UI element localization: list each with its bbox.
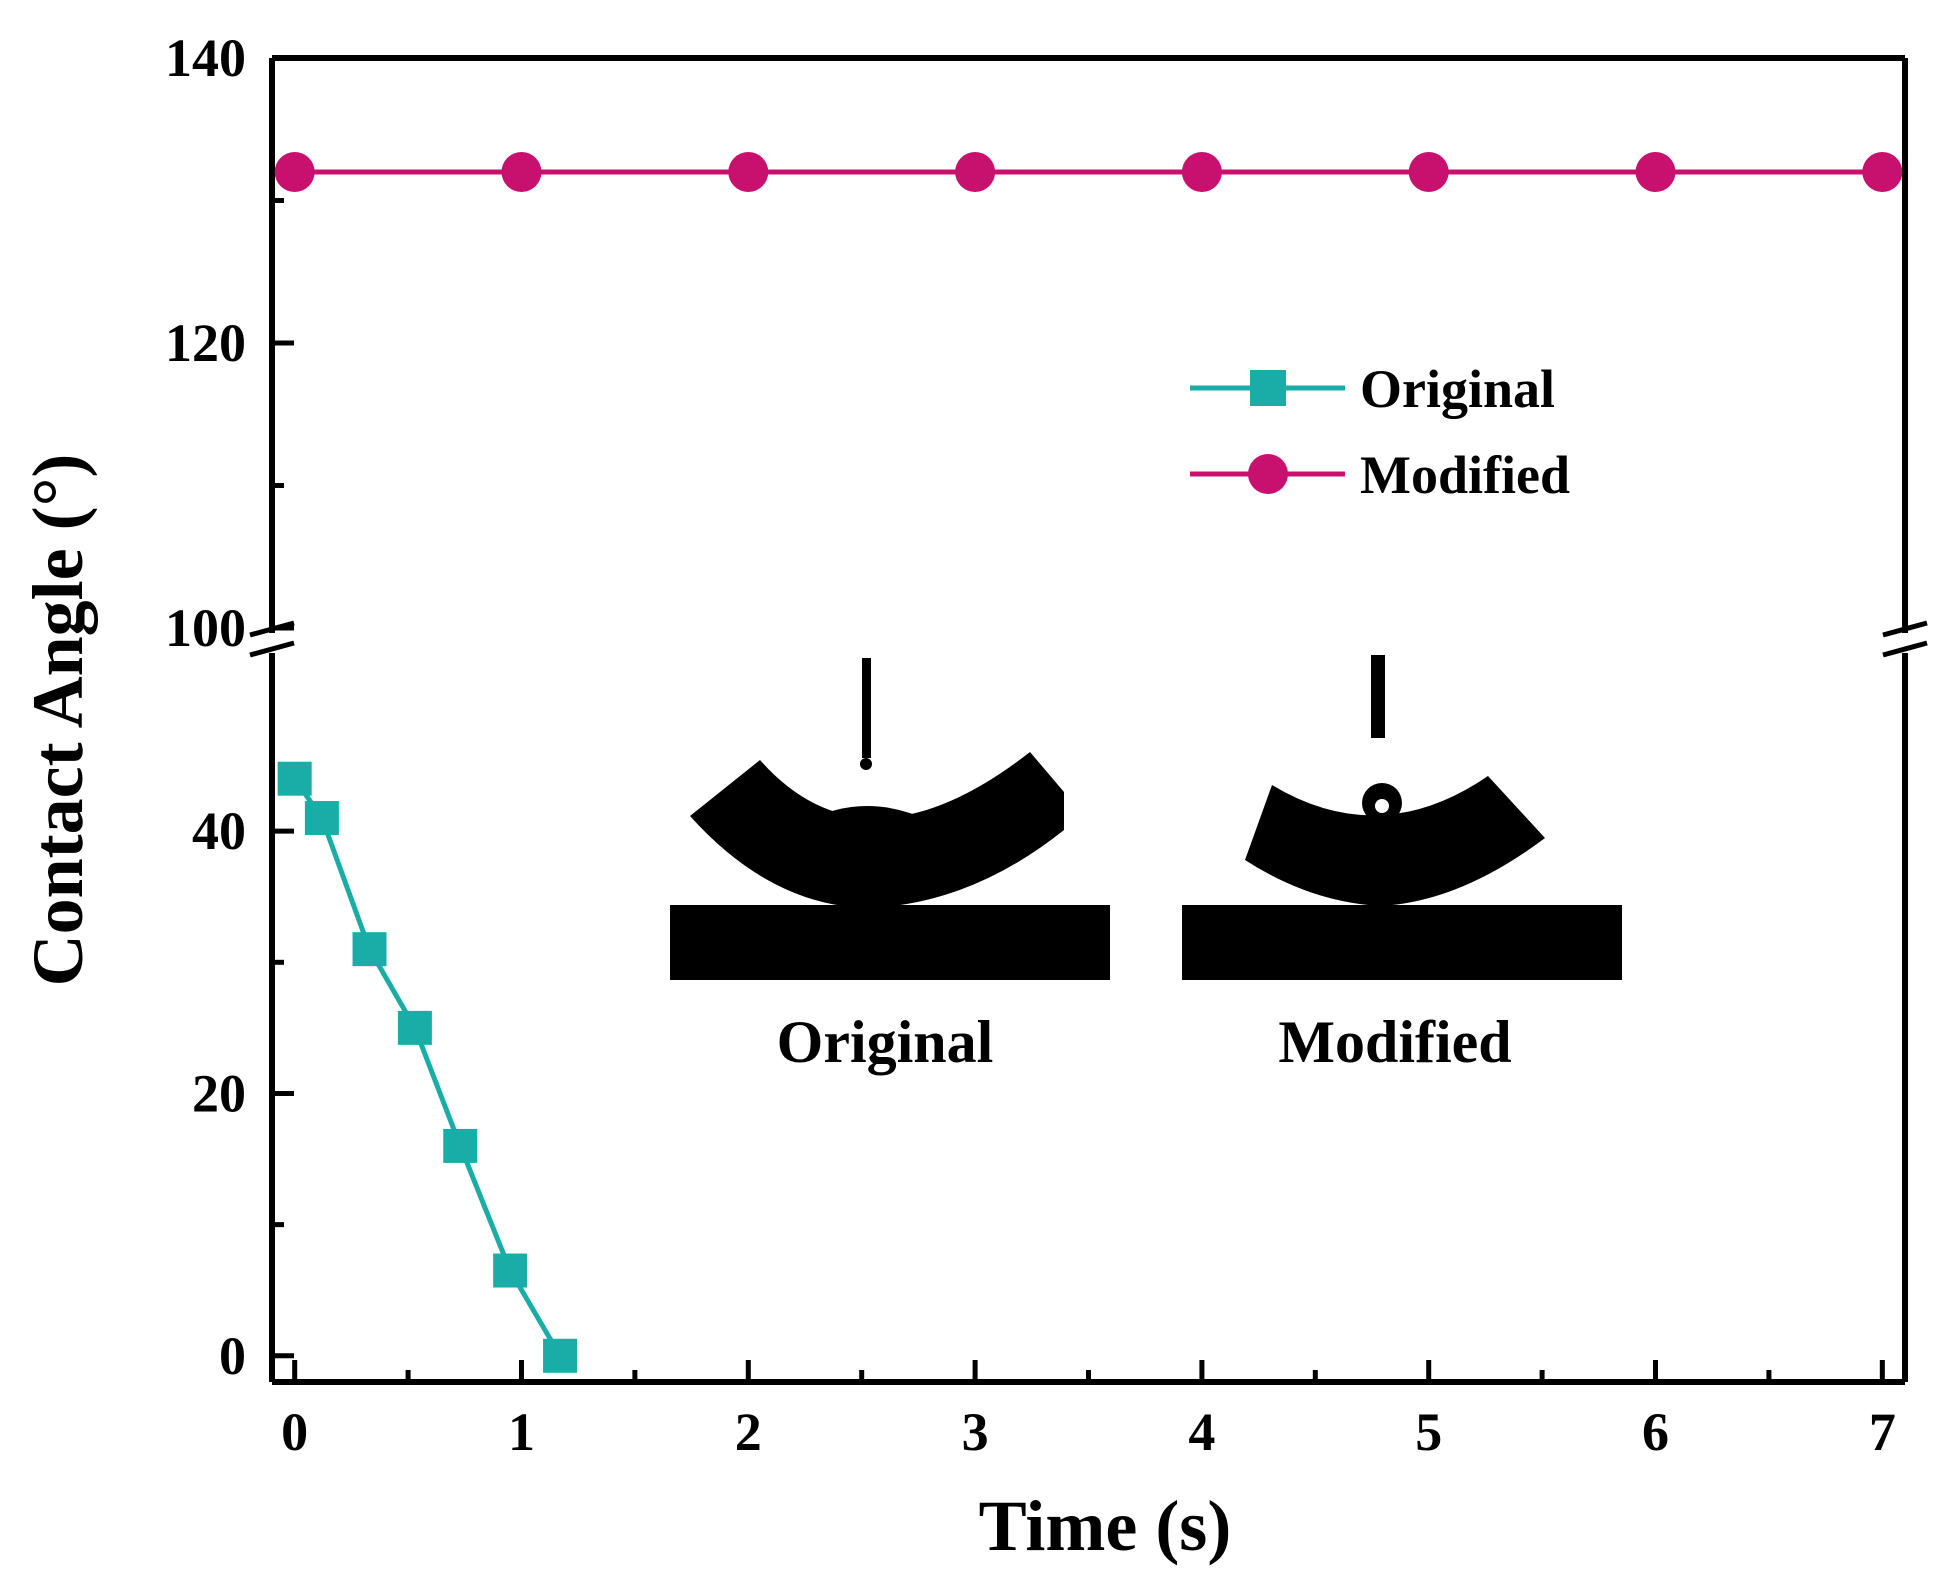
data-point-original xyxy=(352,932,387,967)
data-point-modified xyxy=(955,152,996,192)
y-axis-title: Contact Angle (°) xyxy=(18,454,98,987)
legend-item-modified: Modified xyxy=(1190,445,1570,505)
axis-ticks: 0 1 2 3 4 5 6 7 100 120 140 0 20 40 xyxy=(165,28,1896,1462)
plot-axes xyxy=(249,55,1928,1385)
x-tick-label: 3 xyxy=(962,1402,989,1462)
axis-break-mark-right xyxy=(1882,620,1928,638)
x-tick-label: 1 xyxy=(508,1402,535,1462)
x-tick-label: 7 xyxy=(1869,1402,1896,1462)
inset-label-modified: Modified xyxy=(1278,1009,1511,1075)
data-point-original xyxy=(443,1128,478,1163)
droplet-inset: Original Modified xyxy=(670,655,1622,1075)
x-axis-title: Time (s) xyxy=(979,1486,1232,1566)
data-point-modified xyxy=(1408,152,1449,192)
data-point-original xyxy=(543,1338,578,1373)
x-tick-label: 0 xyxy=(281,1402,308,1462)
y-tick-label: 120 xyxy=(165,313,246,373)
y-tick-label: 0 xyxy=(219,1326,246,1386)
x-tick-label: 4 xyxy=(1188,1402,1215,1462)
data-point-original xyxy=(397,1010,432,1045)
data-point-original xyxy=(493,1253,528,1288)
y-tick-label: 40 xyxy=(192,801,246,861)
original-droplet-image xyxy=(670,658,1110,980)
legend-label-modified: Modified xyxy=(1360,445,1570,505)
data-point-modified xyxy=(1181,152,1222,192)
modified-droplet-image xyxy=(1182,655,1622,980)
x-tick-label: 5 xyxy=(1415,1402,1442,1462)
axis-break-mark-left-2 xyxy=(249,640,295,658)
inset-label-original: Original xyxy=(777,1009,994,1075)
data-point-original xyxy=(277,761,312,796)
legend-item-original: Original xyxy=(1190,359,1555,419)
y-tick-label: 100 xyxy=(165,598,246,658)
data-point-modified xyxy=(728,152,769,192)
x-tick-label: 2 xyxy=(735,1402,762,1462)
data-point-modified xyxy=(501,152,542,192)
axis-break-mark-right-2 xyxy=(1882,640,1928,658)
legend: Original Modified xyxy=(1190,359,1570,505)
x-tick-label: 6 xyxy=(1642,1402,1669,1462)
y-tick-label: 140 xyxy=(165,28,246,88)
y-tick-label: 20 xyxy=(192,1063,246,1123)
data-point-original xyxy=(304,801,339,836)
data-series xyxy=(274,152,1903,1373)
data-point-modified xyxy=(274,152,315,192)
legend-label-original: Original xyxy=(1360,359,1555,419)
data-point-modified xyxy=(1862,152,1903,192)
data-point-modified xyxy=(1635,152,1676,192)
